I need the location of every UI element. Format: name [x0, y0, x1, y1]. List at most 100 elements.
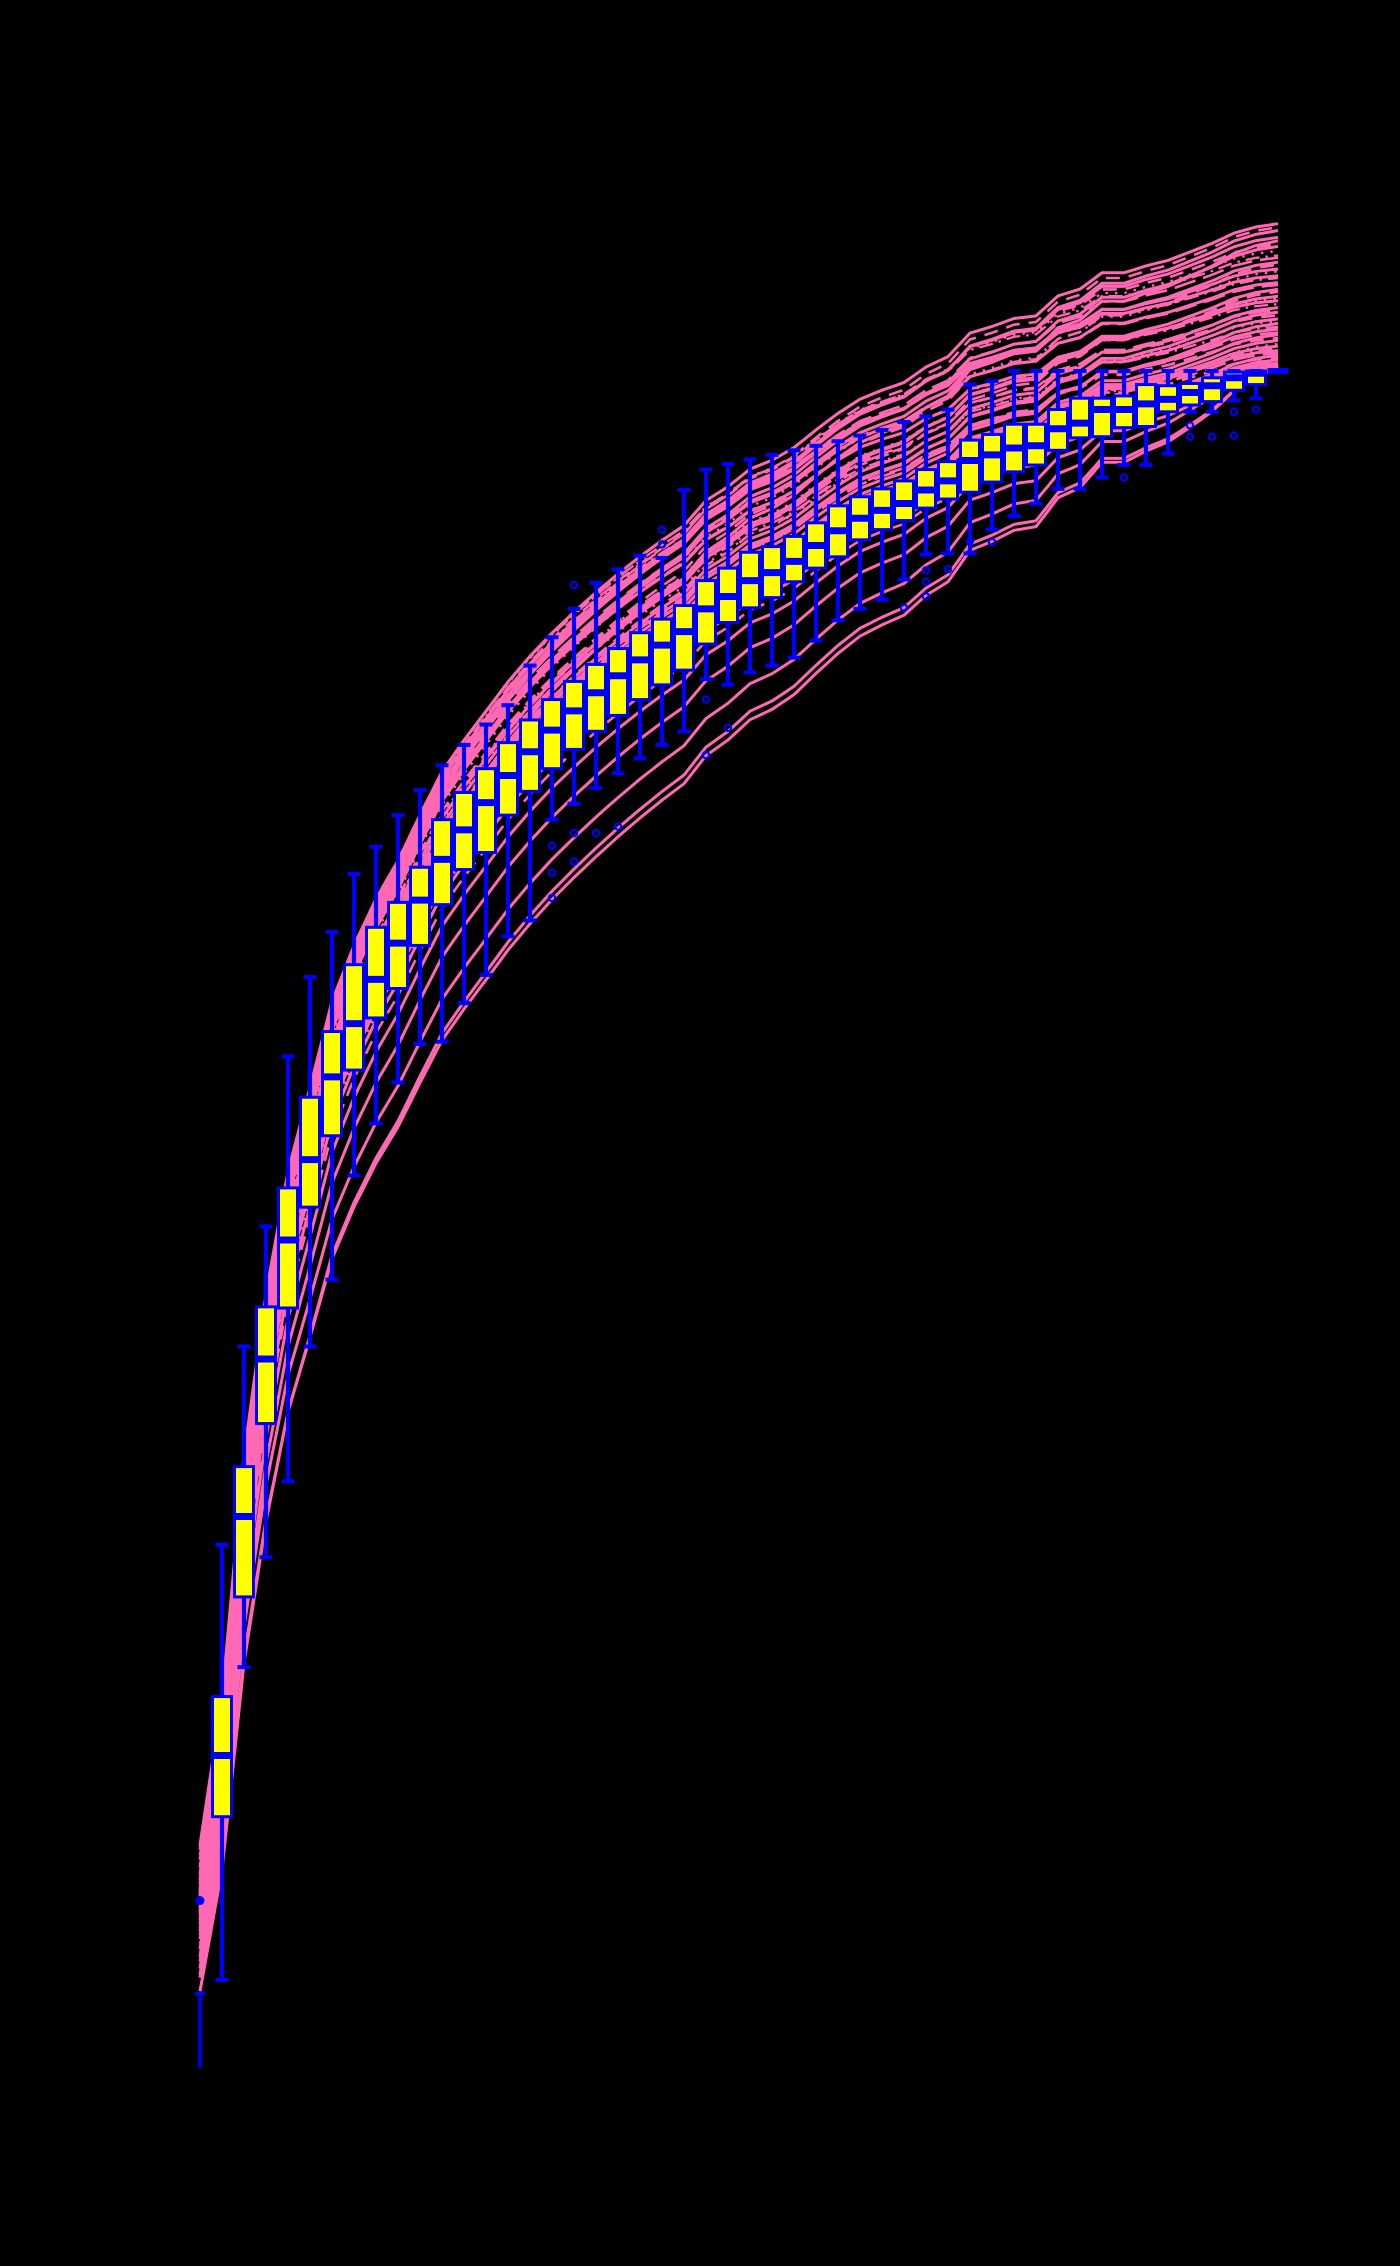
iqr-box — [277, 1186, 299, 1310]
boxplot-site-45 — [1157, 369, 1179, 456]
iqr-box — [519, 718, 541, 793]
outlier-point — [547, 893, 557, 903]
outlier-point — [987, 537, 997, 547]
boxplot-site-49 — [1245, 369, 1267, 414]
fitted-curve-52 — [198, 362, 1279, 1975]
boxplot-site-1 — [195, 1896, 205, 2069]
boxplot-site-29 — [805, 443, 827, 643]
outlier-point — [1251, 405, 1261, 414]
outlier-point — [921, 577, 931, 586]
iqr-box — [563, 679, 585, 751]
iqr-box — [651, 617, 673, 687]
boxplot-site-20 — [607, 567, 629, 831]
outlier-point — [1185, 432, 1195, 441]
iqr-box — [343, 963, 365, 1072]
outlier-point — [569, 857, 579, 866]
boxplot-site-10 — [387, 813, 409, 1085]
outlier-point — [921, 592, 931, 601]
boxplot-site-2 — [211, 1542, 233, 1982]
outlier-point — [657, 540, 667, 549]
boxplot-site-40 — [1047, 369, 1069, 491]
boxplot-site-33 — [893, 419, 915, 613]
fitted-curve-54 — [198, 225, 1279, 1848]
boxplot-site-13 — [453, 742, 475, 1006]
boxplot-site-48 — [1223, 369, 1245, 440]
boxplot-site-50 — [1267, 368, 1289, 374]
boxplot-site-44 — [1135, 369, 1157, 468]
fitted-curve-10 — [198, 267, 1279, 1881]
fitted-curve-1 — [198, 222, 1279, 1846]
boxplot-site-32 — [871, 427, 893, 602]
boxplot-site-5 — [277, 1054, 299, 1484]
boxplot-site-4 — [255, 1224, 277, 1560]
outlier-point — [547, 841, 557, 850]
iqr-box — [299, 1095, 321, 1209]
boxplot-site-39 — [1025, 369, 1047, 506]
iqr-box — [629, 631, 651, 702]
outlier-point — [569, 829, 579, 838]
collapsed-box — [1267, 368, 1289, 374]
outlier-point — [965, 536, 975, 546]
boxplot-site-7 — [321, 929, 343, 1282]
boxplot-site-37 — [981, 379, 1003, 547]
boxplot-site-43 — [1113, 369, 1135, 482]
boxplot-site-12 — [431, 763, 453, 1044]
outlier-point — [569, 580, 579, 590]
boxplot-site-47 — [1201, 369, 1223, 441]
boxplot-site-25 — [717, 461, 739, 733]
iqr-box — [673, 604, 695, 672]
outlier-point — [943, 565, 953, 574]
fitted-curve-25 — [198, 308, 1279, 1902]
outlier-point — [723, 723, 733, 733]
outlier-point — [657, 525, 667, 534]
iqr-box — [365, 925, 387, 1020]
iqr-box — [1201, 376, 1223, 404]
boxplot-site-9 — [365, 844, 387, 1126]
outlier-point — [701, 750, 711, 760]
iqr-box — [1091, 396, 1113, 439]
fitted-curve-53 — [198, 365, 1279, 1992]
boxplot-site-18 — [563, 580, 585, 866]
outlier-point — [1229, 431, 1239, 440]
boxplot-site-11 — [409, 788, 431, 1047]
iqr-box — [255, 1305, 277, 1426]
boxplot-site-23 — [673, 487, 695, 734]
boxplot-site-22 — [651, 525, 673, 747]
boxplot-site-15 — [497, 703, 519, 939]
fitted-curve-51 — [198, 356, 1279, 1958]
boxplot-site-8 — [343, 872, 365, 1178]
outlier-point — [547, 868, 557, 878]
iqr-box — [585, 662, 607, 733]
boxplot-site-27 — [761, 452, 783, 668]
boxplot-site-17 — [541, 635, 563, 903]
fitted-curve-15 — [198, 276, 1279, 1891]
boxplot-site-24 — [695, 467, 717, 760]
outlier-point — [1185, 421, 1195, 430]
boxplot-site-6 — [299, 975, 321, 1349]
fitted-curve-11 — [198, 263, 1279, 1883]
outlier-point — [701, 695, 711, 704]
iqr-box — [233, 1465, 255, 1599]
outlier-point — [1207, 432, 1217, 441]
boxplot-site-35 — [937, 407, 959, 574]
boxplot-site-34 — [915, 414, 937, 601]
iqr-box — [541, 698, 563, 771]
iqr-box — [475, 767, 497, 855]
iqr-box — [409, 865, 431, 947]
boxplot-site-28 — [783, 448, 805, 660]
outlier-point — [613, 822, 623, 831]
boxplot-site-36 — [959, 382, 981, 556]
outlier-point — [899, 603, 909, 613]
iqr-box — [1069, 396, 1091, 440]
boxplot-site-46 — [1179, 369, 1201, 441]
boxplot-site-30 — [827, 439, 849, 623]
iqr-box — [607, 647, 629, 717]
boxplot-site-19 — [585, 580, 607, 838]
boxplot-site-31 — [849, 433, 871, 611]
outlier-point — [1119, 473, 1129, 482]
boxplot-site-21 — [629, 553, 651, 761]
boxplot-site-42 — [1091, 369, 1113, 480]
outlier-point — [195, 1896, 205, 1906]
outlier-point — [591, 829, 601, 838]
